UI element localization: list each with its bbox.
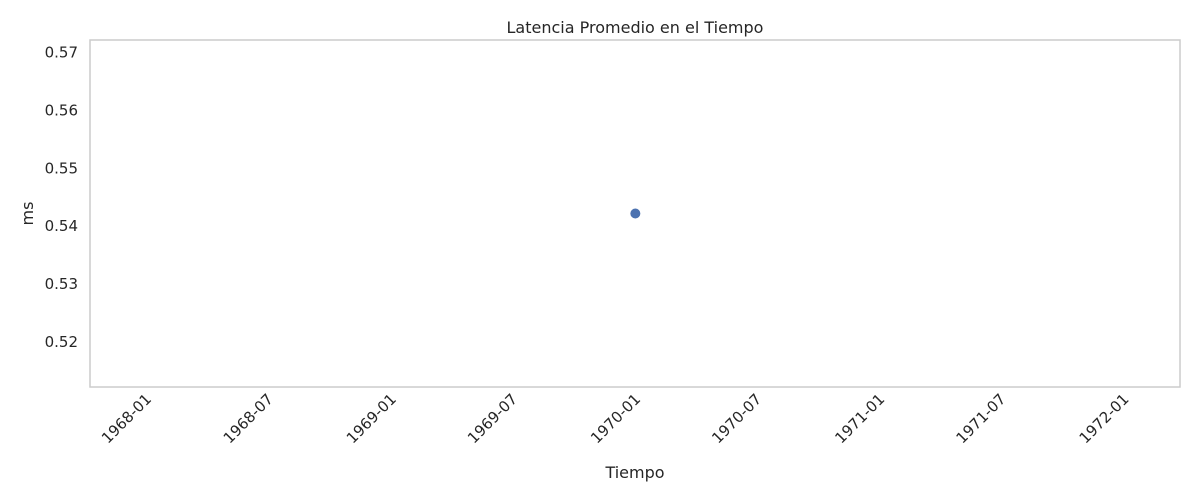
x-tick-label: 1972-01 — [1076, 390, 1133, 447]
data-point — [630, 208, 641, 219]
x-tick-label: 1970-01 — [587, 390, 644, 447]
x-tick-label: 1971-07 — [952, 390, 1009, 447]
chart-title: Latencia Promedio en el Tiempo — [507, 18, 764, 37]
y-tick-label: 0.52 — [45, 333, 78, 351]
y-tick-label: 0.57 — [45, 44, 78, 62]
x-tick-label: 1969-07 — [464, 390, 521, 447]
y-tick-label: 0.56 — [45, 102, 78, 120]
data-points — [630, 208, 641, 219]
x-tick-label: 1970-07 — [708, 390, 765, 447]
x-tick-label: 1969-01 — [343, 390, 400, 447]
y-axis-ticks: 0.52 0.53 0.54 0.55 0.56 0.57 — [45, 44, 78, 351]
y-tick-label: 0.54 — [45, 217, 78, 235]
x-tick-label: 1968-07 — [220, 390, 277, 447]
x-tick-label: 1971-01 — [831, 390, 888, 447]
y-tick-label: 0.53 — [45, 275, 78, 293]
x-tick-label: 1968-01 — [98, 390, 155, 447]
x-axis-ticks: 1968-01 1968-07 1969-01 1969-07 1970-01 1970-… — [98, 390, 1133, 447]
y-axis-label: ms — [18, 202, 37, 226]
y-tick-label: 0.55 — [45, 159, 78, 177]
x-axis-label: Tiempo — [604, 463, 664, 482]
